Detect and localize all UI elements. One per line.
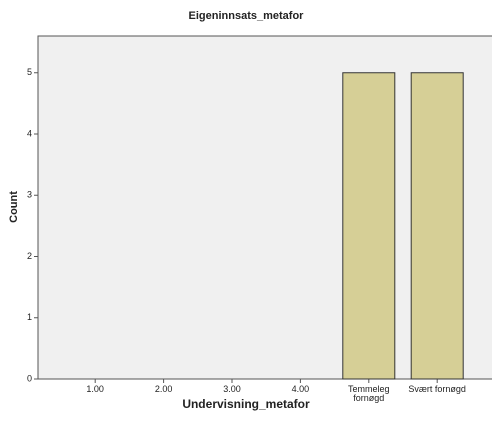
y-tick-label: 2 (27, 251, 32, 261)
x-tick-label: 3.00 (223, 384, 241, 394)
y-tick-label: 3 (27, 190, 32, 200)
x-tick-label: Temmeleg fornøgd (348, 384, 390, 403)
y-tick-label: 0 (27, 373, 32, 383)
x-tick-label: 4.00 (291, 384, 310, 394)
y-tick-label: 1 (27, 312, 32, 322)
bar (342, 72, 396, 380)
x-tick-label: 2.00 (154, 384, 173, 394)
bar (410, 72, 464, 380)
x-tick-label: 1.00 (86, 384, 104, 394)
y-axis-title: Count (8, 191, 20, 223)
x-axis-title: Undervisning_metafor (182, 397, 310, 411)
y-tick-label: 5 (27, 67, 32, 77)
y-tick-label: 4 (27, 128, 32, 138)
chart-title: Eigeninnsats_metafor (189, 10, 305, 22)
x-tick-label: Svært fornøgd (408, 384, 466, 394)
